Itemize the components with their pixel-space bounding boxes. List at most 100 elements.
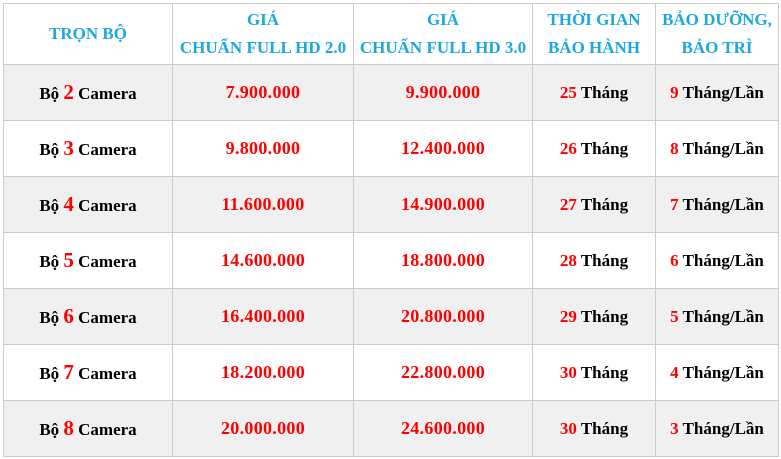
camera-pricing-table: TRỌN BỘ GIÁ CHUẨN FULL HD 2.0 GIÁ CHUẨN …	[3, 3, 779, 457]
warranty-unit: Tháng	[580, 250, 629, 270]
table-row: Bộ 5 Camera 14.600.000 18.800.000 28 Thá…	[3, 232, 779, 289]
table-row: Bộ 2 Camera 7.900.000 9.900.000 25 Tháng…	[3, 64, 779, 121]
price-hd30-cell: 22.800.000	[353, 344, 533, 401]
maintenance-unit: Tháng/Lần	[682, 82, 764, 102]
package-suffix: Camera	[78, 364, 137, 383]
price-hd30-cell: 24.600.000	[353, 400, 533, 457]
warranty-cell: 28 Tháng	[532, 232, 656, 289]
price-hd30-cell: 14.900.000	[353, 176, 533, 233]
maintenance-cell: 7 Tháng/Lần	[655, 176, 779, 233]
warranty-value: 29	[559, 306, 577, 326]
maintenance-cell: 5 Tháng/Lần	[655, 288, 779, 345]
camera-count: 3	[63, 136, 74, 160]
package-cell: Bộ 8 Camera	[3, 400, 173, 457]
package-cell: Bộ 3 Camera	[3, 120, 173, 177]
warranty-value: 30	[559, 362, 577, 382]
table-row: Bộ 6 Camera 16.400.000 20.800.000 29 Thá…	[3, 288, 779, 345]
package-suffix: Camera	[78, 420, 137, 439]
price-hd30-cell: 18.800.000	[353, 232, 533, 289]
maintenance-value: 3	[670, 418, 679, 438]
table-row: Bộ 7 Camera 18.200.000 22.800.000 30 Thá…	[3, 344, 779, 401]
maintenance-unit: Tháng/Lần	[682, 306, 764, 326]
warranty-cell: 29 Tháng	[532, 288, 656, 345]
price-hd20-cell: 14.600.000	[172, 232, 354, 289]
warranty-unit: Tháng	[580, 418, 629, 438]
warranty-cell: 26 Tháng	[532, 120, 656, 177]
warranty-unit: Tháng	[580, 82, 629, 102]
maintenance-cell: 4 Tháng/Lần	[655, 344, 779, 401]
package-suffix: Camera	[78, 196, 137, 215]
header-row: TRỌN BỘ GIÁ CHUẨN FULL HD 2.0 GIÁ CHUẨN …	[3, 3, 779, 65]
warranty-cell: 27 Tháng	[532, 176, 656, 233]
header-price-hd20: GIÁ CHUẨN FULL HD 2.0	[172, 3, 354, 65]
maintenance-value: 7	[670, 194, 679, 214]
warranty-cell: 25 Tháng	[532, 64, 656, 121]
package-prefix: Bộ	[39, 252, 60, 271]
package-cell: Bộ 4 Camera	[3, 176, 173, 233]
package-cell: Bộ 6 Camera	[3, 288, 173, 345]
package-prefix: Bộ	[39, 364, 60, 383]
maintenance-value: 5	[670, 306, 679, 326]
maintenance-cell: 3 Tháng/Lần	[655, 400, 779, 457]
camera-count: 5	[63, 248, 74, 272]
maintenance-cell: 6 Tháng/Lần	[655, 232, 779, 289]
maintenance-value: 8	[670, 138, 679, 158]
warranty-value: 30	[559, 418, 577, 438]
camera-count: 8	[63, 416, 74, 440]
maintenance-unit: Tháng/Lần	[682, 418, 764, 438]
maintenance-value: 6	[670, 250, 679, 270]
price-hd20-cell: 18.200.000	[172, 344, 354, 401]
header-warranty: THỜI GIAN BẢO HÀNH	[532, 3, 656, 65]
price-hd30-cell: 12.400.000	[353, 120, 533, 177]
warranty-unit: Tháng	[580, 138, 629, 158]
header-package: TRỌN BỘ	[3, 3, 173, 65]
warranty-value: 25	[559, 82, 577, 102]
price-hd20-cell: 11.600.000	[172, 176, 354, 233]
package-prefix: Bộ	[39, 84, 60, 103]
maintenance-cell: 8 Tháng/Lần	[655, 120, 779, 177]
price-hd20-cell: 16.400.000	[172, 288, 354, 345]
header-price-hd30: GIÁ CHUẨN FULL HD 3.0	[353, 3, 533, 65]
camera-count: 2	[63, 80, 74, 104]
camera-count: 4	[63, 192, 74, 216]
warranty-value: 27	[559, 194, 577, 214]
warranty-cell: 30 Tháng	[532, 400, 656, 457]
package-prefix: Bộ	[39, 140, 60, 159]
warranty-value: 26	[559, 138, 577, 158]
warranty-cell: 30 Tháng	[532, 344, 656, 401]
package-suffix: Camera	[78, 308, 137, 327]
package-prefix: Bộ	[39, 308, 60, 327]
price-hd30-cell: 20.800.000	[353, 288, 533, 345]
package-suffix: Camera	[78, 140, 137, 159]
maintenance-unit: Tháng/Lần	[682, 250, 764, 270]
price-hd30-cell: 9.900.000	[353, 64, 533, 121]
package-cell: Bộ 7 Camera	[3, 344, 173, 401]
package-suffix: Camera	[78, 84, 137, 103]
package-prefix: Bộ	[39, 196, 60, 215]
package-suffix: Camera	[78, 252, 137, 271]
warranty-unit: Tháng	[580, 362, 629, 382]
header-maintenance: BẢO DƯỠNG, BẢO TRÌ	[655, 3, 779, 65]
price-hd20-cell: 9.800.000	[172, 120, 354, 177]
maintenance-cell: 9 Tháng/Lần	[655, 64, 779, 121]
header-package-label: TRỌN BỘ	[49, 23, 127, 43]
table-header: TRỌN BỘ GIÁ CHUẨN FULL HD 2.0 GIÁ CHUẨN …	[3, 3, 779, 65]
table-row: Bộ 4 Camera 11.600.000 14.900.000 27 Thá…	[3, 176, 779, 233]
package-cell: Bộ 5 Camera	[3, 232, 173, 289]
table-body: Bộ 2 Camera 7.900.000 9.900.000 25 Tháng…	[3, 64, 779, 457]
table-row: Bộ 3 Camera 9.800.000 12.400.000 26 Thán…	[3, 120, 779, 177]
price-hd20-cell: 7.900.000	[172, 64, 354, 121]
camera-count: 6	[63, 304, 74, 328]
maintenance-value: 4	[670, 362, 679, 382]
maintenance-value: 9	[670, 82, 679, 102]
warranty-unit: Tháng	[580, 306, 629, 326]
maintenance-unit: Tháng/Lần	[682, 362, 764, 382]
package-prefix: Bộ	[39, 420, 60, 439]
price-hd20-cell: 20.000.000	[172, 400, 354, 457]
maintenance-unit: Tháng/Lần	[682, 138, 764, 158]
package-cell: Bộ 2 Camera	[3, 64, 173, 121]
warranty-value: 28	[559, 250, 577, 270]
maintenance-unit: Tháng/Lần	[682, 194, 764, 214]
table-row: Bộ 8 Camera 20.000.000 24.600.000 30 Thá…	[3, 400, 779, 457]
